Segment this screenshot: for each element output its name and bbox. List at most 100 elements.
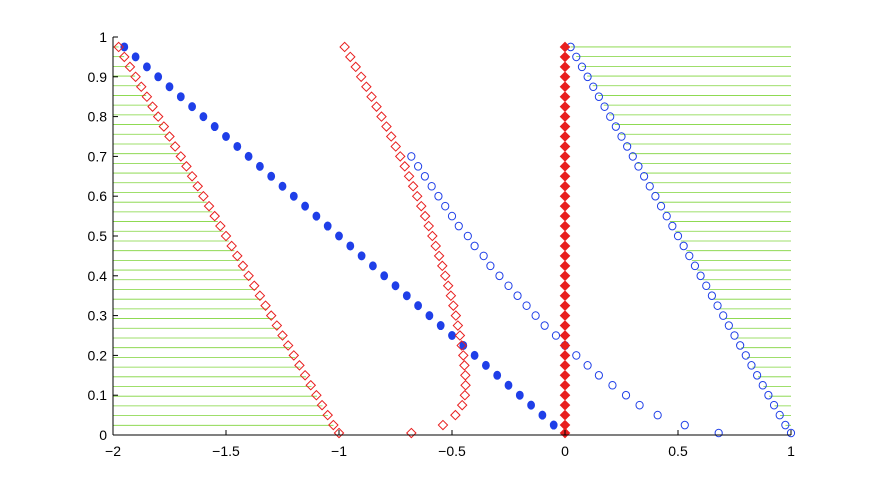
data-point <box>559 260 571 272</box>
series-3 <box>113 41 345 439</box>
data-point <box>679 241 688 251</box>
data-point <box>333 427 345 439</box>
data-point <box>154 72 163 82</box>
data-point <box>243 270 254 282</box>
data-point <box>399 161 411 172</box>
data-point <box>531 311 540 320</box>
y-tick-label: 0.9 <box>88 69 108 85</box>
data-point <box>130 71 141 83</box>
data-point <box>454 330 466 341</box>
data-point <box>199 112 208 122</box>
series-1 <box>566 42 796 438</box>
data-point <box>371 101 382 112</box>
data-point <box>482 360 490 370</box>
data-point <box>753 371 762 380</box>
data-point <box>608 380 617 390</box>
data-point <box>457 350 469 361</box>
data-point <box>450 409 461 421</box>
data-point <box>559 360 571 371</box>
data-point <box>260 300 271 311</box>
data-point <box>583 72 592 82</box>
data-point <box>403 170 415 182</box>
data-point <box>220 230 232 242</box>
y-tick-label: 0.6 <box>88 188 108 204</box>
data-point <box>366 91 377 103</box>
data-point <box>436 260 448 272</box>
data-point <box>769 400 779 410</box>
data-point <box>433 250 445 262</box>
data-point <box>662 211 671 221</box>
data-point <box>357 251 366 261</box>
data-point <box>583 361 592 370</box>
data-point <box>439 270 451 282</box>
data-point <box>719 311 728 320</box>
data-point <box>559 379 571 391</box>
data-point <box>559 300 571 311</box>
data-point <box>430 240 442 252</box>
data-point <box>406 427 417 439</box>
x-ticks: −2 −1.5 −1 −0.5 0 0.5 1 <box>105 430 795 459</box>
data-point <box>559 320 571 331</box>
data-point <box>559 210 571 222</box>
data-point <box>559 190 571 202</box>
data-point <box>572 52 581 62</box>
data-point <box>385 131 397 142</box>
data-point <box>188 102 197 112</box>
data-point <box>668 221 677 231</box>
data-point <box>454 221 463 231</box>
data-point <box>559 61 571 73</box>
data-point <box>559 270 571 282</box>
data-point <box>407 152 416 161</box>
data-point <box>559 240 571 252</box>
data-point <box>696 271 705 281</box>
data-point <box>611 122 620 131</box>
data-point <box>651 191 660 201</box>
data-point <box>600 102 609 111</box>
data-point <box>390 141 402 152</box>
data-point <box>764 390 773 400</box>
data-point <box>559 310 571 321</box>
data-point <box>267 171 276 181</box>
data-point <box>448 331 456 340</box>
data-point <box>589 82 598 92</box>
data-point <box>559 369 571 381</box>
data-point <box>192 180 204 192</box>
data-series <box>113 41 796 439</box>
data-point <box>316 399 328 411</box>
data-point <box>312 211 321 221</box>
data-point <box>434 191 443 201</box>
data-point <box>361 81 372 93</box>
data-point <box>402 291 411 301</box>
data-point <box>460 369 471 381</box>
data-point <box>594 371 604 380</box>
y-tick-label: 0.2 <box>88 347 108 363</box>
y-tick-label: 0.4 <box>88 268 108 284</box>
data-point <box>559 51 571 63</box>
data-point <box>559 71 571 83</box>
data-point <box>278 181 287 191</box>
data-point <box>203 200 215 212</box>
data-point <box>407 180 419 192</box>
data-point <box>559 230 571 242</box>
data-point <box>415 200 427 212</box>
data-point <box>470 350 479 360</box>
data-point <box>344 51 356 63</box>
data-point <box>775 410 784 420</box>
data-point <box>181 161 192 172</box>
data-point <box>495 271 504 281</box>
data-point <box>381 121 392 132</box>
data-point <box>623 142 632 151</box>
data-point <box>559 141 571 152</box>
y-tick-label: 1 <box>99 29 107 45</box>
data-point <box>158 121 170 132</box>
data-point <box>702 281 711 291</box>
data-point <box>350 61 362 73</box>
data-point <box>339 41 350 53</box>
data-point <box>147 101 158 112</box>
data-point <box>120 42 129 52</box>
data-point <box>515 390 524 400</box>
data-point <box>118 51 130 63</box>
data-point <box>540 321 549 330</box>
data-point <box>456 340 468 351</box>
data-point <box>411 190 423 202</box>
